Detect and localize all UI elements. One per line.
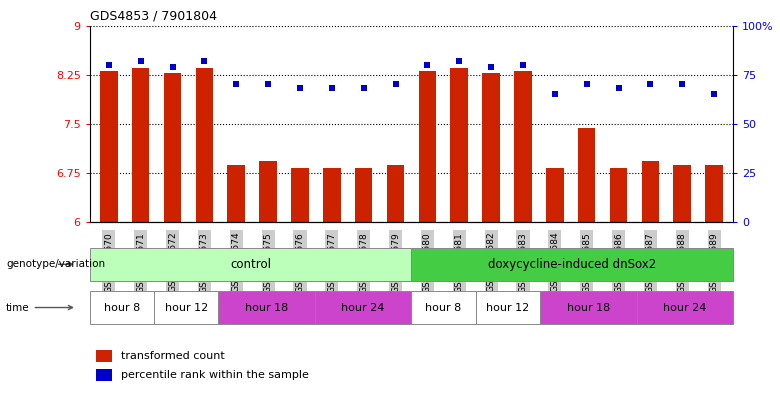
Bar — [291, 168, 309, 222]
Bar — [96, 369, 112, 381]
Bar — [412, 291, 476, 324]
Text: time: time — [6, 303, 73, 312]
Text: hour 8: hour 8 — [104, 303, 140, 312]
Point — [230, 81, 243, 88]
Text: hour 24: hour 24 — [663, 303, 707, 312]
Point — [612, 85, 625, 92]
Point — [198, 58, 211, 64]
Point — [262, 81, 275, 88]
Text: control: control — [230, 258, 271, 271]
Bar — [132, 68, 150, 222]
Bar — [315, 291, 411, 324]
Text: hour 24: hour 24 — [342, 303, 385, 312]
Bar — [387, 165, 404, 222]
Bar — [673, 165, 691, 222]
Point — [103, 62, 115, 68]
Bar — [642, 161, 659, 222]
Bar — [100, 72, 118, 222]
Bar — [482, 73, 500, 222]
Point — [389, 81, 402, 88]
Bar — [355, 168, 372, 222]
Point — [325, 85, 338, 92]
Text: hour 12: hour 12 — [165, 303, 207, 312]
Point — [516, 62, 529, 68]
Bar — [90, 248, 412, 281]
Bar — [419, 72, 436, 222]
Bar — [476, 291, 540, 324]
Text: hour 18: hour 18 — [245, 303, 289, 312]
Bar — [546, 168, 564, 222]
Point — [485, 64, 498, 70]
Bar — [323, 168, 341, 222]
Bar — [154, 291, 218, 324]
Bar — [451, 68, 468, 222]
Point — [707, 91, 720, 97]
Bar — [196, 68, 213, 222]
Bar — [705, 165, 723, 222]
Text: hour 12: hour 12 — [487, 303, 530, 312]
Bar — [578, 129, 595, 222]
Point — [166, 64, 179, 70]
Point — [676, 81, 689, 88]
Point — [421, 62, 434, 68]
Bar — [540, 291, 636, 324]
Bar — [96, 350, 112, 362]
Bar — [90, 291, 154, 324]
Point — [134, 58, 147, 64]
Text: genotype/variation: genotype/variation — [6, 259, 105, 269]
Text: transformed count: transformed count — [121, 351, 225, 361]
Bar — [412, 248, 733, 281]
Bar — [610, 168, 627, 222]
Bar — [228, 165, 245, 222]
Point — [644, 81, 657, 88]
Text: doxycycline-induced dnSox2: doxycycline-induced dnSox2 — [488, 258, 657, 271]
Text: GDS4853 / 7901804: GDS4853 / 7901804 — [90, 10, 217, 23]
Text: hour 8: hour 8 — [426, 303, 462, 312]
Point — [580, 81, 593, 88]
Point — [294, 85, 307, 92]
Bar — [164, 73, 181, 222]
Text: hour 18: hour 18 — [567, 303, 610, 312]
Bar — [514, 72, 532, 222]
Text: percentile rank within the sample: percentile rank within the sample — [121, 370, 309, 380]
Bar — [218, 291, 315, 324]
Point — [357, 85, 370, 92]
Point — [453, 58, 466, 64]
Point — [548, 91, 561, 97]
Bar — [259, 161, 277, 222]
Bar — [636, 291, 733, 324]
